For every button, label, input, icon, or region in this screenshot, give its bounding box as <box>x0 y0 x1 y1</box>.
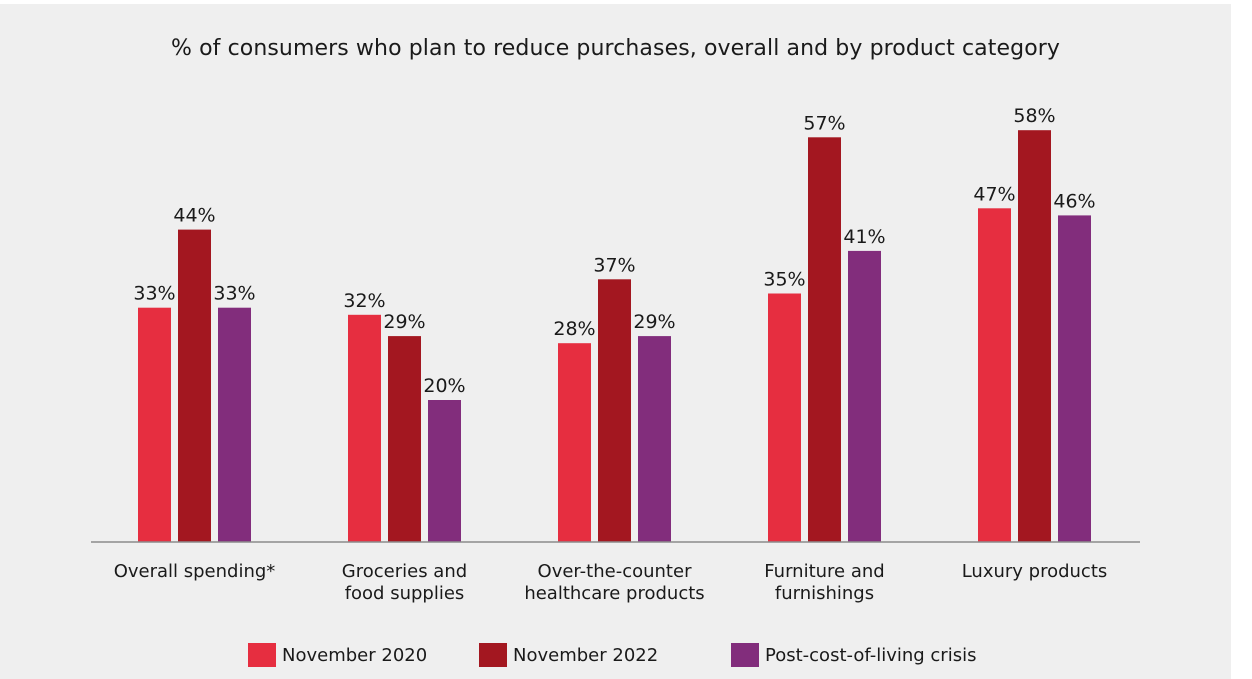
data-label-3-2: 41% <box>843 226 885 248</box>
bar-2-2 <box>638 336 671 542</box>
category-label-3: Furniture and furnishings <box>764 561 885 604</box>
bar-4-1 <box>1018 130 1051 542</box>
bar-4-2 <box>1058 215 1091 542</box>
bar-3-1 <box>808 137 841 543</box>
bar-3-0 <box>768 293 801 542</box>
legend: November 2020 November 2022 Post-cost-of-l… <box>0 643 1231 667</box>
data-label-1-1: 29% <box>383 311 425 333</box>
data-label-2-1: 37% <box>593 254 635 276</box>
bar-0-0 <box>138 307 171 542</box>
legend-item-1: November 2022 <box>479 643 658 667</box>
data-label-0-0: 33% <box>133 283 175 305</box>
legend-label-1: November 2022 <box>513 644 659 666</box>
data-label-0-2: 33% <box>213 283 255 305</box>
data-label-1-0: 32% <box>343 290 385 312</box>
data-label-2-0: 28% <box>553 318 595 340</box>
bar-1-2 <box>428 400 461 542</box>
data-label-2-2: 29% <box>633 311 675 333</box>
bar-3-2 <box>848 250 881 542</box>
category-label-1: Groceries and food supplies <box>341 561 468 604</box>
bar-1-0 <box>348 314 381 542</box>
bar-2-0 <box>558 343 591 542</box>
data-label-3-0: 35% <box>763 269 805 291</box>
category-label-4: Luxury products <box>961 561 1108 582</box>
legend-swatch-2 <box>731 643 759 667</box>
legend-swatch-0 <box>248 643 276 667</box>
category-label-2: Over-the-counter healthcare products <box>524 561 705 604</box>
data-label-4-1: 58% <box>1013 105 1055 127</box>
bar-1-1 <box>388 336 421 542</box>
chart-title: % of consumers who plan to reduce purcha… <box>170 36 1061 61</box>
data-label-1-2: 20% <box>423 375 465 397</box>
data-label-3-1: 57% <box>803 112 845 134</box>
bar-0-2 <box>218 307 251 542</box>
legend-item-2: Post-cost-of-living crisis <box>731 643 976 667</box>
data-label-4-0: 47% <box>973 183 1015 205</box>
bar-2-1 <box>598 279 631 542</box>
data-label-4-2: 46% <box>1053 190 1095 212</box>
data-label-0-1: 44% <box>173 205 215 227</box>
bar-4-0 <box>978 208 1011 543</box>
legend-item-0: November 2020 <box>248 643 427 667</box>
legend-swatch-1 <box>479 643 507 667</box>
legend-label-0: November 2020 <box>282 644 428 666</box>
bar-0-1 <box>178 229 211 542</box>
legend-label-2: Post-cost-of-living crisis <box>765 644 977 666</box>
category-label-0: Overall spending* <box>113 561 276 582</box>
